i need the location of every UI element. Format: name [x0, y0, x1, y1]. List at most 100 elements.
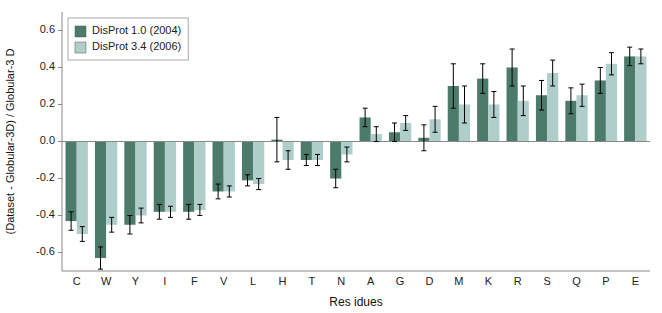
error-bar [127, 216, 132, 235]
error-bar [374, 127, 379, 142]
x-tick-label: M [454, 275, 463, 287]
error-bar [627, 47, 632, 66]
y-tick [58, 30, 62, 31]
marks [62, 47, 650, 269]
error-bar [392, 123, 397, 142]
plot-area [62, 12, 650, 271]
error-bar [227, 186, 232, 197]
bar [253, 142, 264, 185]
error-bar [80, 227, 85, 242]
error-bar [480, 64, 485, 94]
y-tick-label: -0.6 [36, 245, 55, 257]
x-tick-label: D [426, 275, 434, 287]
x-tick-label: A [367, 275, 375, 287]
error-bar [598, 68, 603, 94]
error-bar [315, 154, 320, 165]
error-bar [451, 64, 456, 108]
y-tick [58, 67, 62, 68]
y-tick-label: 0.2 [40, 97, 55, 109]
x-tick-label: C [73, 275, 81, 287]
bar [194, 142, 205, 210]
error-bar [157, 204, 162, 219]
error-bar [421, 125, 426, 151]
error-bar [216, 184, 221, 199]
error-bar [344, 147, 349, 162]
bar [606, 64, 617, 142]
error-bar [539, 80, 544, 110]
bar [224, 142, 235, 192]
x-tick-label: K [485, 275, 493, 287]
y-axis-label: (Dataset - Globular-3D) / Globular-3 D [4, 49, 16, 235]
y-axis [62, 12, 63, 271]
bar [154, 142, 165, 212]
error-bar [568, 88, 573, 114]
legend-swatch [75, 42, 86, 53]
error-bar [186, 204, 191, 219]
legend-swatch [75, 26, 86, 37]
error-bar [580, 84, 585, 106]
y-tick-label: 0.4 [40, 60, 55, 72]
error-bar [491, 92, 496, 118]
x-axis [62, 271, 650, 272]
bar [106, 142, 117, 225]
error-bar [168, 206, 173, 217]
bar [77, 142, 88, 235]
error-bar [638, 49, 643, 64]
x-tick-label: G [396, 275, 405, 287]
bar [624, 56, 635, 141]
x-tick-label: T [309, 275, 316, 287]
x-tick-label: N [337, 275, 345, 287]
chart: -0.6-0.4-0.20.00.20.40.6CWYIFVLHTNAGDMKR… [0, 0, 662, 313]
x-tick-label: Q [572, 275, 581, 287]
error-bar [433, 106, 438, 132]
y-tick-label: 0.0 [40, 134, 55, 146]
y-tick [58, 178, 62, 179]
error-bar [98, 247, 103, 269]
error-bar [333, 169, 338, 188]
x-tick-label: I [163, 275, 166, 287]
bar [95, 142, 106, 259]
x-tick-label: F [191, 275, 198, 287]
bar [165, 142, 176, 212]
y-tick [58, 104, 62, 105]
baseline [62, 141, 650, 142]
y-tick-label: -0.4 [36, 208, 55, 220]
y-tick [58, 215, 62, 216]
error-bar [109, 217, 114, 232]
y-tick [58, 252, 62, 253]
bar [66, 142, 77, 222]
error-bar [462, 86, 467, 123]
error-bar [286, 151, 291, 170]
x-tick-label: E [632, 275, 639, 287]
legend-label: DisProt 1.0 (2004) [92, 24, 181, 36]
error-bar [304, 154, 309, 165]
error-bar [550, 60, 555, 86]
legend: DisProt 1.0 (2004) DisProt 3.4 (2006) [68, 18, 188, 60]
y-tick [58, 141, 62, 142]
error-bar [510, 49, 515, 86]
error-bar [69, 212, 74, 231]
y-tick-label: -0.2 [36, 171, 55, 183]
error-bar [256, 179, 261, 190]
x-tick-label: R [514, 275, 522, 287]
x-tick-label: S [543, 275, 550, 287]
error-bar [403, 116, 408, 131]
x-tick-label: W [101, 275, 112, 287]
bar [136, 142, 147, 216]
error-bar [139, 208, 144, 223]
x-axis-label: Res idues [329, 295, 382, 309]
error-bar [274, 117, 279, 161]
legend-label: DisProt 3.4 (2006) [92, 40, 181, 52]
x-tick-label: L [250, 275, 256, 287]
y-tick-label: 0.6 [40, 23, 55, 35]
bar [124, 142, 135, 225]
x-tick-label: Y [132, 275, 140, 287]
legend-frame [68, 18, 188, 60]
error-bar [197, 204, 202, 215]
error-bar [363, 108, 368, 127]
x-tick-label: V [220, 275, 228, 287]
bar [635, 56, 646, 141]
error-bar [609, 53, 614, 75]
error-bar [245, 175, 250, 186]
x-tick-label: P [602, 275, 609, 287]
